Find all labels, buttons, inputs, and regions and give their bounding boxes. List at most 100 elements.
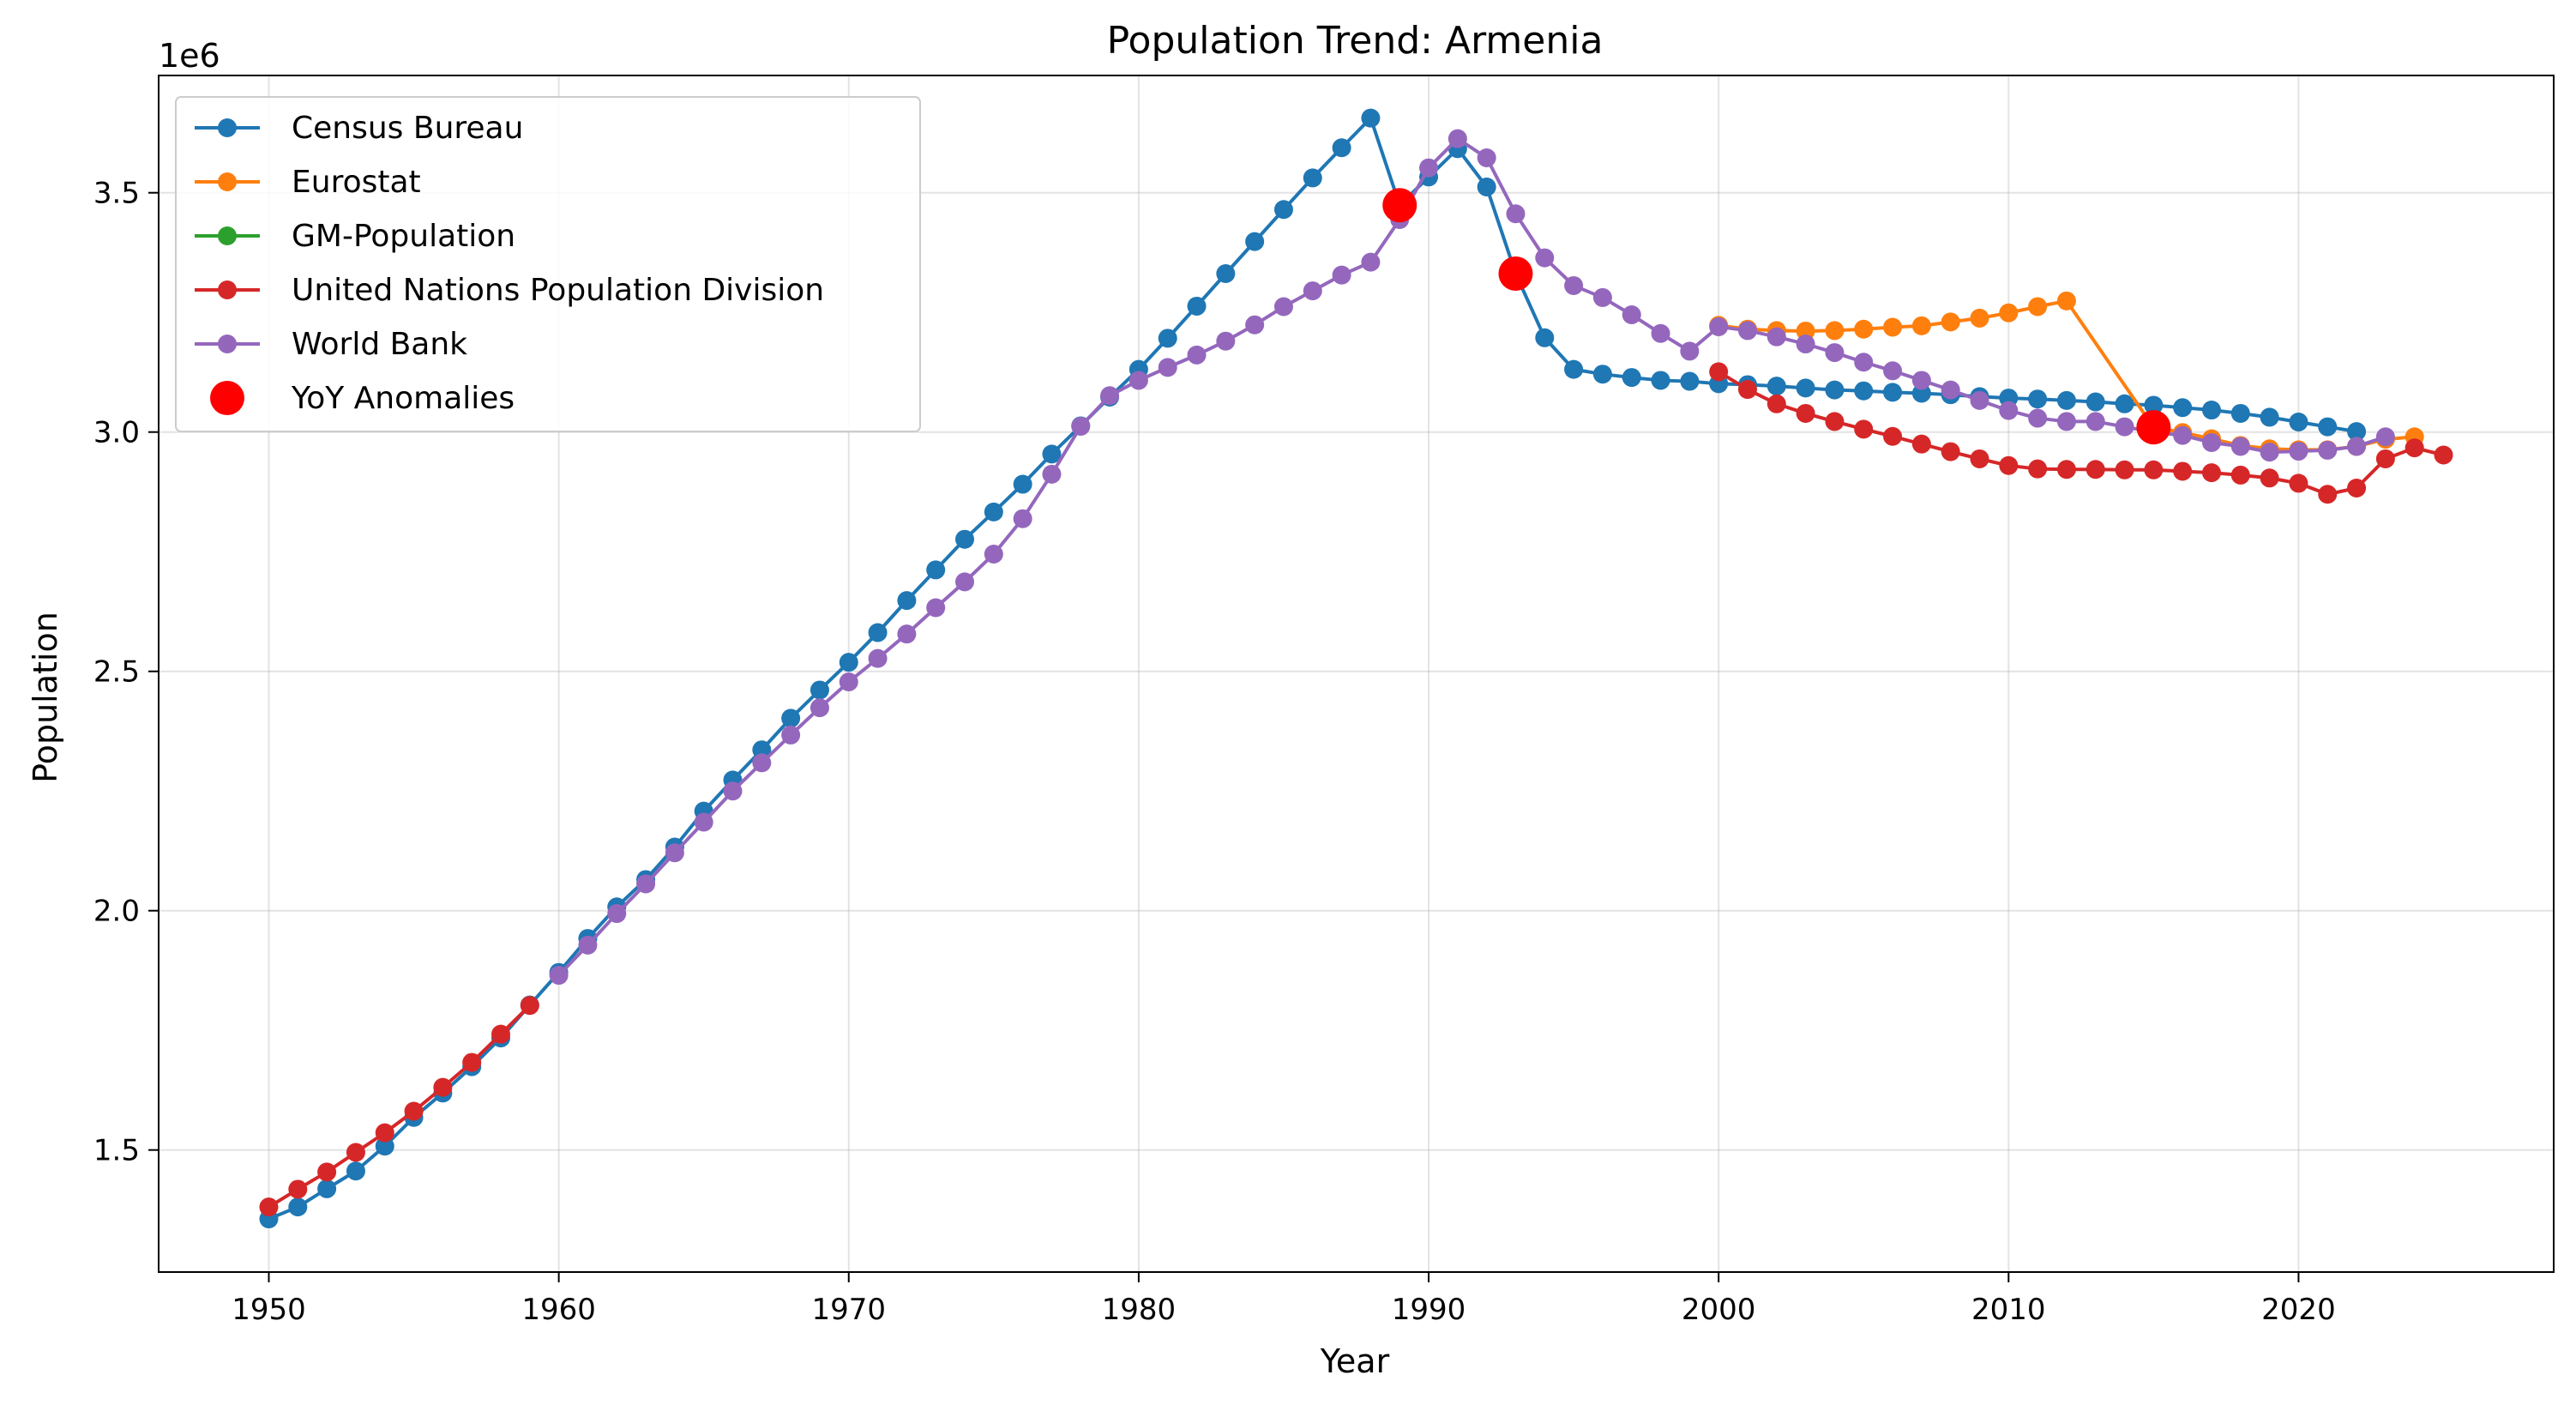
data-point [984,545,1003,564]
data-point [607,904,627,924]
data-point [375,1137,394,1156]
data-point [2085,412,2105,431]
data-point [1651,323,1670,343]
data-point [1825,343,1845,363]
data-point [317,1162,337,1182]
chart-title: Population Trend: Armenia [1107,19,1604,63]
legend-marker [218,280,237,299]
data-point [1883,383,1903,402]
data-point [549,966,569,986]
legend-marker [218,172,237,191]
data-point [1709,317,1729,336]
data-point [1273,200,1293,220]
data-point [2318,485,2338,504]
legend-label: GM-Population [292,219,515,254]
data-point [2318,440,2338,460]
x-tick-label: 2010 [1971,1293,2046,1327]
data-point [2056,460,2076,479]
data-point [2230,465,2250,485]
data-point [868,623,888,642]
series-layer [259,108,2453,1229]
data-point [1273,297,1293,317]
data-point [1158,329,1177,348]
data-point [1941,312,1960,332]
y-tick-label: 2.5 [93,655,140,690]
data-point [1592,365,1612,384]
series-line [268,1004,532,1209]
x-tick-label: 1950 [232,1293,306,1327]
data-point [1854,419,1874,439]
data-point [1825,321,1845,341]
data-point [1332,138,1351,158]
data-point [2173,398,2193,418]
data-point [1245,232,1265,251]
data-point [2144,460,2164,479]
data-point [1303,168,1322,188]
data-point [2028,459,2048,479]
data-point [810,680,829,700]
data-point [2289,442,2308,461]
data-point [1013,509,1032,528]
data-point [1766,377,1786,396]
y-tick-label: 1.5 [93,1134,140,1168]
data-point [1970,308,1989,328]
data-point [1187,345,1207,365]
data-point [1564,275,1584,295]
data-point [1071,417,1091,437]
data-point [2202,432,2221,452]
data-point [897,624,917,644]
data-point [1854,319,1874,339]
data-point [2144,395,2164,415]
legend-frame [175,96,921,432]
data-point [1911,383,1931,403]
data-point [2318,417,2338,437]
data-point [1042,464,1062,484]
data-point [2115,417,2134,437]
data-point [1854,353,1874,372]
data-point [1535,328,1555,347]
data-point [2115,460,2134,479]
data-point [1216,264,1236,284]
data-point [433,1077,453,1097]
data-point [1100,386,1120,406]
y-offset-label: 1e6 [159,37,220,75]
legend-marker [210,381,244,415]
data-point [752,753,772,773]
data-point [2056,291,2076,311]
data-point [1245,315,1265,335]
anomaly-point [1382,188,1417,223]
data-point [1361,108,1381,128]
data-point [868,648,888,668]
data-point [810,698,829,718]
data-point [2260,468,2279,488]
data-point [1825,380,1845,400]
data-point [1564,359,1584,379]
anomaly-point [2136,410,2171,445]
data-point [1042,444,1062,464]
data-point [1911,434,1931,454]
data-point [2085,392,2105,412]
series-world-bank [549,129,2395,986]
data-point [1999,401,2019,420]
data-point [1592,287,1612,307]
data-point [2289,473,2308,493]
data-point [2434,445,2453,465]
data-point [1680,371,1700,391]
data-point [781,709,801,728]
data-point [2056,390,2076,410]
data-point [1332,265,1351,285]
legend-marker [218,335,237,353]
legend-label: World Bank [292,327,467,362]
data-point [1883,317,1903,337]
x-tick-label: 1980 [1102,1293,1177,1327]
data-point [2202,463,2221,483]
y-tick-label: 2.0 [93,895,140,929]
data-point [839,653,858,672]
legend: Census Bureau Eurostat GM-Population United… [175,96,921,432]
legend-marker [218,226,237,245]
x-axis-label: Year [1320,1342,1390,1380]
legend-label: YoY Anomalies [291,381,515,416]
data-point [1941,380,1960,400]
data-point [1911,371,1931,390]
x-tick-label: 2000 [1682,1293,1756,1327]
